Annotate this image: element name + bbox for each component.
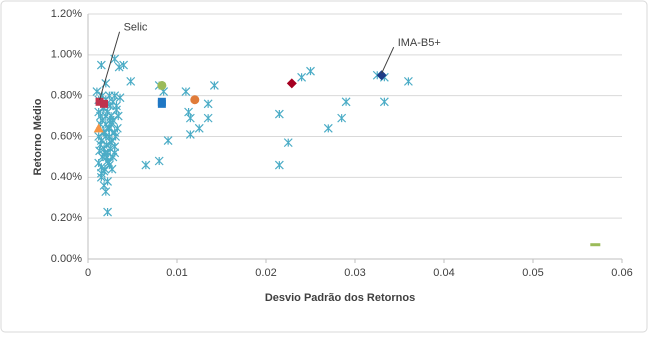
data-point (590, 243, 601, 247)
data-point (93, 123, 104, 133)
data-point (96, 60, 106, 70)
x-tick-label: 0.02 (255, 267, 276, 279)
annotation: IMA-B5+ (398, 37, 441, 49)
x-axis-title: Desvio Padrão dos Retornos (265, 292, 415, 304)
data-point (112, 101, 121, 111)
data-point (403, 76, 413, 86)
data-point (181, 87, 191, 97)
data-point (111, 132, 121, 141)
x-tick-label: 0.03 (344, 267, 365, 279)
x-tick-label: 0.06 (611, 267, 632, 279)
annotation: Selic (124, 22, 148, 34)
data-point (341, 97, 351, 107)
x-tick-label: 0.01 (166, 267, 187, 279)
data-point (306, 66, 315, 76)
y-tick-label: 0.00% (51, 253, 82, 265)
data-point (274, 109, 284, 119)
y-tick-label: 0.60% (51, 130, 82, 142)
data-point (110, 148, 120, 158)
data-point (104, 158, 113, 168)
data-point (103, 148, 113, 158)
data-point (274, 160, 284, 170)
data-point (95, 97, 104, 106)
data-point (112, 123, 122, 133)
data-point (190, 95, 200, 105)
y-tick-label: 1.20% (51, 8, 82, 20)
data-point (92, 87, 102, 97)
y-axis-title: Retorno Médio (32, 98, 44, 175)
data-point (114, 62, 124, 72)
data-point (203, 99, 213, 109)
data-point (115, 93, 125, 103)
y-tick-label: 1.00% (51, 49, 82, 61)
data-point (154, 156, 164, 166)
data-point (286, 78, 297, 89)
annotation-leader (381, 46, 395, 74)
data-point (105, 115, 115, 125)
data-point (323, 123, 333, 133)
data-point (184, 107, 193, 117)
data-point (185, 113, 195, 123)
data-point (379, 97, 389, 107)
data-point (337, 113, 347, 123)
data-point (119, 60, 129, 70)
data-point (297, 72, 307, 82)
data-point (99, 181, 109, 190)
data-point (163, 136, 173, 146)
x-tick-label: 0.04 (433, 267, 454, 279)
data-point (126, 76, 136, 86)
data-point (101, 187, 111, 197)
data-point (209, 81, 219, 90)
data-point (376, 70, 387, 81)
y-tick-label: 0.80% (51, 90, 82, 102)
data-point (103, 207, 113, 217)
data-point (194, 123, 204, 133)
data-point (157, 99, 166, 108)
x-tick-label: 0 (85, 267, 91, 279)
data-point (141, 160, 151, 170)
y-tick-label: 0.20% (51, 212, 82, 224)
data-point (283, 138, 293, 148)
data-point (157, 80, 167, 90)
annotation-leader (99, 31, 121, 100)
data-point (203, 113, 213, 123)
data-point (106, 138, 116, 148)
data-point (100, 99, 109, 108)
x-tick-label: 0.05 (522, 267, 543, 279)
data-point (185, 130, 195, 139)
data-point (113, 111, 123, 121)
y-tick-label: 0.40% (51, 171, 82, 183)
